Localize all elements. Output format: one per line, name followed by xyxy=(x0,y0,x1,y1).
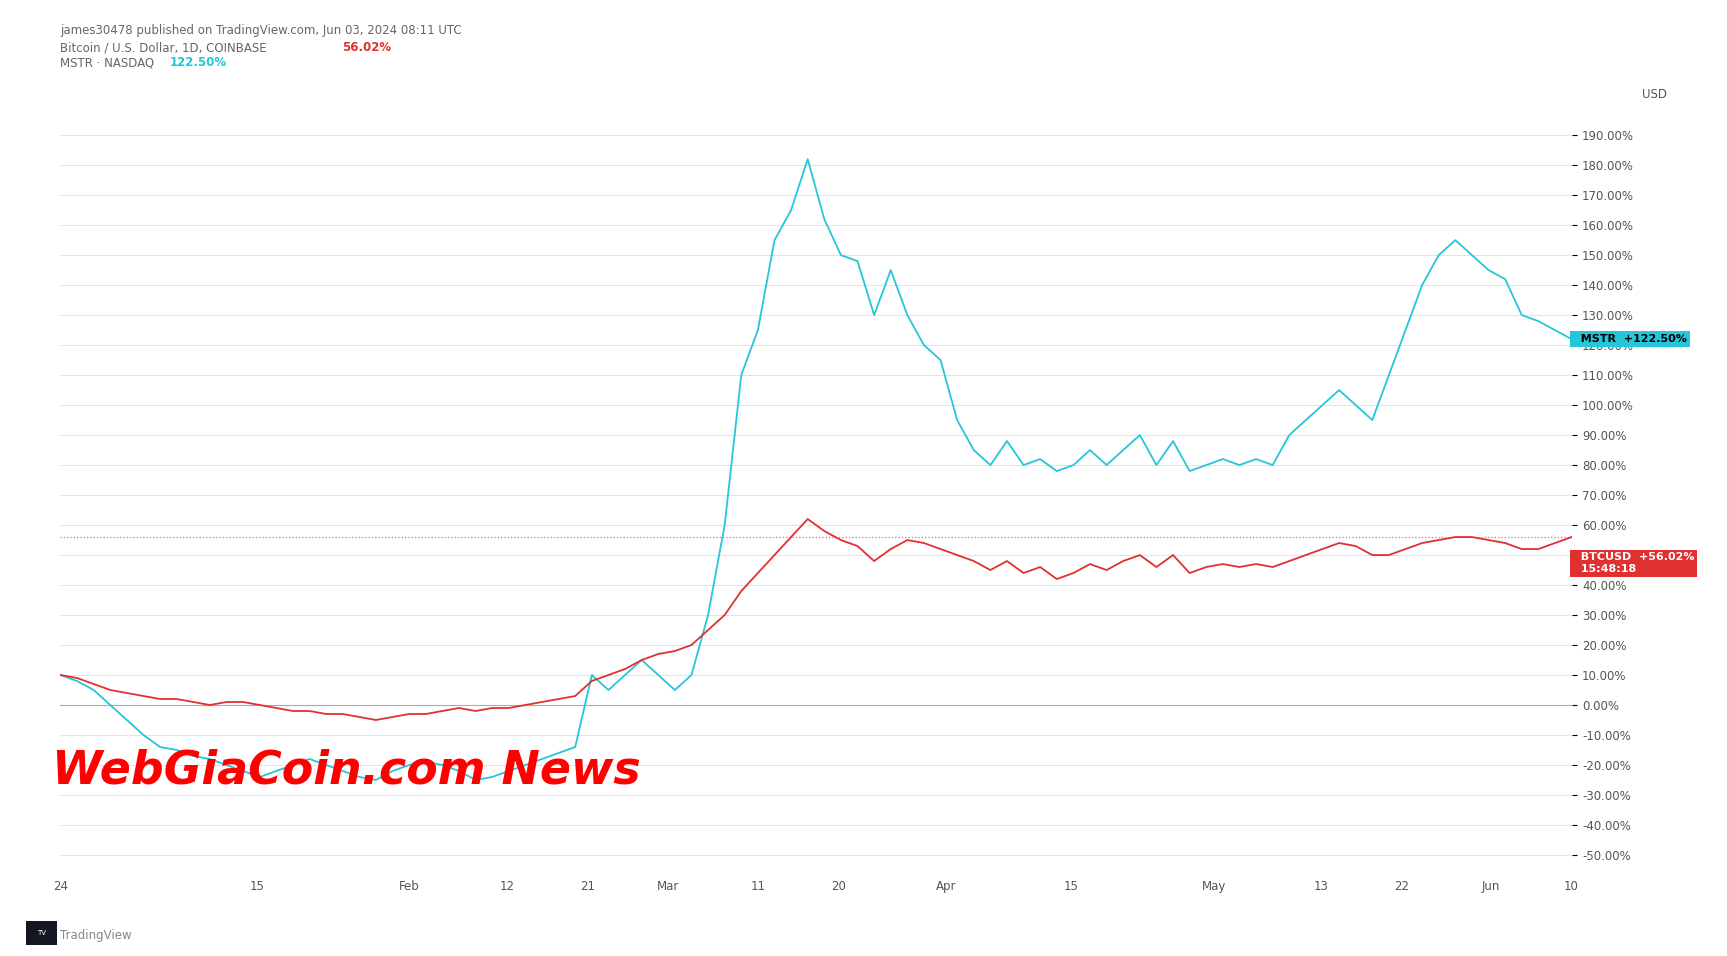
Text: Bitcoin / U.S. Dollar, 1D, COINBASE: Bitcoin / U.S. Dollar, 1D, COINBASE xyxy=(60,41,275,54)
Text: 122.50%: 122.50% xyxy=(169,56,226,70)
Text: MSTR · NASDAQ: MSTR · NASDAQ xyxy=(60,56,162,70)
Text: TradingView: TradingView xyxy=(60,928,131,942)
Text: TV: TV xyxy=(36,929,47,936)
Text: 56.02%: 56.02% xyxy=(342,41,390,54)
Text: WebGiaCoin.com News: WebGiaCoin.com News xyxy=(52,749,641,793)
Text: USD: USD xyxy=(1642,88,1667,101)
Text: BTCUSD  +56.02%
  15:48:18: BTCUSD +56.02% 15:48:18 xyxy=(1573,553,1694,574)
Text: james30478 published on TradingView.com, Jun 03, 2024 08:11 UTC: james30478 published on TradingView.com,… xyxy=(60,24,463,37)
Text: MSTR  +122.50%: MSTR +122.50% xyxy=(1573,334,1687,344)
